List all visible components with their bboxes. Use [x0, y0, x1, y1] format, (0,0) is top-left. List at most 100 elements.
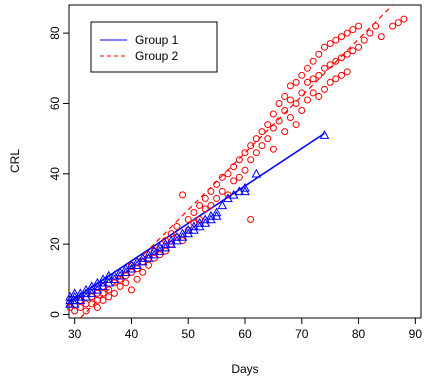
group-1-point	[319, 130, 330, 139]
group-2-point	[275, 117, 283, 125]
group-2-point	[235, 173, 243, 181]
group-2-point	[286, 96, 294, 104]
group-2-point	[196, 201, 204, 209]
group-2-point	[343, 50, 351, 58]
group-2-point	[349, 47, 357, 55]
group-2-point	[213, 194, 221, 202]
group-2-point	[139, 268, 147, 276]
y-axis: 0 20 40 60 80	[48, 26, 69, 318]
group-2-point	[360, 36, 368, 44]
group-2-point	[332, 75, 340, 83]
group-2-point	[241, 149, 249, 157]
legend: Group 1 Group 2	[90, 21, 218, 73]
x-tick-label-90: 90	[409, 327, 423, 341]
group-2-point	[332, 57, 340, 65]
group-2-point	[179, 191, 187, 199]
group-2-point	[218, 187, 226, 195]
x-tick-label-80: 80	[352, 327, 366, 341]
group-2-point	[326, 40, 334, 48]
group-2-point	[343, 29, 351, 37]
y-axis-title: CRL	[8, 149, 22, 173]
group-2-point	[338, 54, 346, 62]
group-2-point	[110, 289, 118, 297]
legend-label-group-1: Group 1	[135, 33, 179, 47]
group-1-point	[103, 270, 114, 280]
group-2-point	[105, 293, 113, 301]
group-2-point	[366, 29, 374, 37]
group-2-point	[122, 279, 130, 287]
y-tick-label-80: 80	[48, 26, 62, 40]
group-2-point	[99, 296, 107, 304]
legend-label-group-2: Group 2	[135, 49, 179, 63]
group-2-point	[218, 173, 226, 181]
group-2-point	[252, 149, 260, 157]
group-2-point	[309, 89, 317, 97]
group-2-point	[258, 142, 266, 150]
group-2-point	[207, 187, 215, 195]
group-1-point	[240, 182, 250, 192]
group-2-point	[269, 124, 277, 132]
group-2-point	[315, 50, 323, 58]
group-2-point	[264, 135, 272, 143]
x-tick-label-60: 60	[238, 327, 252, 341]
group-2-point	[372, 22, 380, 30]
group-2-point	[349, 26, 357, 34]
group-2-point	[309, 75, 317, 83]
y-tick-label-0: 0	[48, 311, 62, 318]
group-2-point	[201, 194, 209, 202]
x-tick-label-70: 70	[295, 327, 309, 341]
group-2-point	[264, 121, 272, 129]
group-2-point	[326, 61, 334, 69]
group-2-point	[173, 223, 181, 231]
y-tick-label-20: 20	[48, 237, 62, 251]
group-2-point	[320, 64, 328, 72]
group-2-point	[133, 275, 141, 283]
group-2-point	[286, 82, 294, 90]
x-axis-title: Days	[231, 362, 258, 376]
group-2-point	[281, 92, 289, 100]
group-2-point	[292, 78, 300, 86]
group-2-point	[286, 114, 294, 122]
group-1-point	[217, 200, 228, 210]
group-2-point	[213, 180, 221, 188]
group-2-point	[355, 22, 363, 30]
y-tick-label-60: 60	[48, 96, 62, 110]
group-2-point	[326, 78, 334, 86]
group-2-point	[252, 135, 260, 143]
y-tick-label-40: 40	[48, 167, 62, 181]
group-2-point	[309, 57, 317, 65]
group-2-point	[241, 166, 249, 174]
group-2-point	[320, 85, 328, 93]
group-1-point	[69, 288, 80, 298]
group-2-point	[298, 71, 306, 79]
group-2-point	[127, 286, 135, 294]
group-2-point	[292, 121, 300, 129]
group-2-point	[315, 92, 323, 100]
group-2-point	[247, 216, 255, 224]
group-2-point	[82, 307, 90, 315]
group-2-point	[303, 64, 311, 72]
group-2-point	[315, 71, 323, 79]
group-2-point	[292, 99, 300, 107]
group-2-point	[377, 33, 385, 41]
group-1-point	[211, 207, 222, 217]
x-tick-label-50: 50	[182, 327, 196, 341]
x-tick-label-30: 30	[68, 327, 82, 341]
group-2-point	[281, 107, 289, 115]
x-tick-label-40: 40	[125, 327, 139, 341]
plot-area	[65, 4, 422, 319]
group-2-point	[320, 43, 328, 51]
group-2-point	[116, 282, 124, 290]
group-1-point	[251, 168, 262, 178]
group-2-point	[338, 33, 346, 41]
group-2-point	[247, 142, 255, 150]
legend-box	[90, 21, 218, 73]
group-2-point	[184, 216, 192, 224]
group-2-point	[190, 208, 198, 216]
group-2-point	[247, 156, 255, 164]
group-2-point	[230, 163, 238, 171]
group-2-point	[298, 107, 306, 115]
group-2-point	[93, 303, 101, 311]
group-2-point	[355, 43, 363, 51]
group-2-point	[71, 307, 79, 315]
